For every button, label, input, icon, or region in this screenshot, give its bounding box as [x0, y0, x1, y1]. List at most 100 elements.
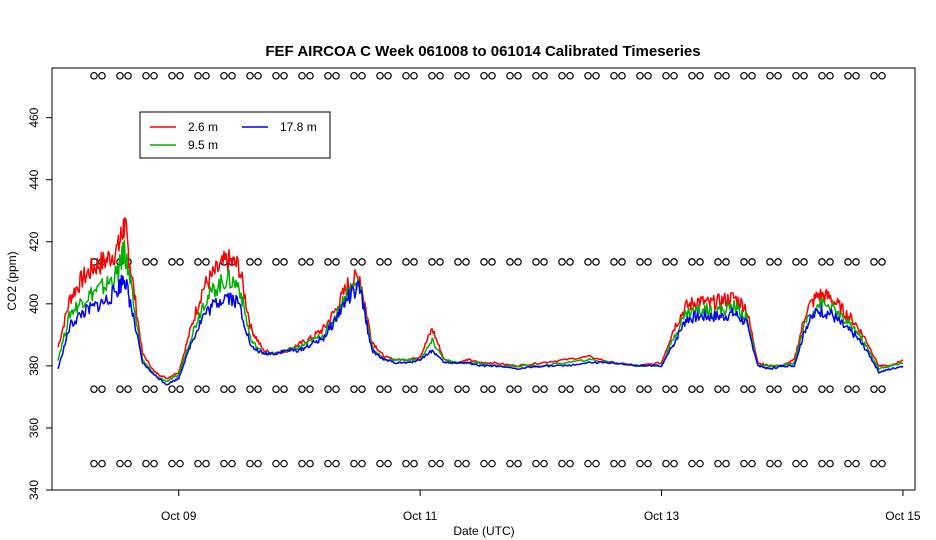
calibration-marker	[844, 258, 852, 266]
calibration-marker	[462, 71, 470, 80]
calibration-marker	[618, 258, 626, 266]
calibration-marker	[254, 258, 262, 266]
y-tick-label: 380	[27, 356, 41, 376]
calibration-marker	[306, 71, 314, 80]
calibration-markers	[90, 71, 886, 468]
calibration-marker	[636, 71, 644, 80]
calibration-marker	[722, 459, 730, 468]
calibration-marker	[124, 459, 132, 468]
calibration-marker	[878, 71, 886, 80]
calibration-marker	[410, 258, 418, 266]
calibration-marker	[98, 71, 106, 80]
calibration-marker	[202, 258, 210, 266]
calibration-marker	[332, 258, 340, 266]
calibration-marker	[584, 385, 592, 393]
calibration-marker	[740, 71, 748, 80]
calibration-marker	[150, 258, 158, 266]
y-tick-label: 340	[27, 480, 41, 500]
calibration-marker	[670, 71, 678, 80]
calibration-marker	[168, 459, 176, 468]
calibration-marker	[332, 459, 340, 468]
calibration-marker	[358, 71, 366, 80]
calibration-marker	[462, 258, 470, 266]
calibration-marker	[870, 385, 878, 393]
calibration-marker	[670, 385, 678, 393]
calibration-marker	[740, 385, 748, 393]
calibration-marker	[852, 459, 860, 468]
calibration-marker	[636, 385, 644, 393]
calibration-marker	[748, 71, 756, 80]
y-axis-label: CO2 (ppm)	[5, 251, 19, 310]
calibration-marker	[298, 385, 306, 393]
calibration-marker	[558, 71, 566, 80]
calibration-marker	[402, 385, 410, 393]
calibration-marker	[618, 459, 626, 468]
calibration-marker	[332, 385, 340, 393]
calibration-marker	[662, 459, 670, 468]
calibration-marker	[852, 385, 860, 393]
calibration-marker	[566, 385, 574, 393]
calibration-marker	[696, 71, 704, 80]
calibration-marker	[280, 71, 288, 80]
calibration-marker	[228, 459, 236, 468]
calibration-marker	[202, 71, 210, 80]
calibration-marker	[168, 258, 176, 266]
calibration-marker	[480, 258, 488, 266]
calibration-marker	[254, 385, 262, 393]
calibration-marker	[696, 459, 704, 468]
calibration-marker	[176, 385, 184, 393]
calibration-marker	[800, 385, 808, 393]
series-line-2-6-m	[57, 217, 904, 380]
calibration-marker	[220, 71, 228, 80]
calibration-marker	[844, 71, 852, 80]
calibration-marker	[428, 258, 436, 266]
calibration-marker	[272, 258, 280, 266]
calibration-marker	[280, 385, 288, 393]
calibration-marker	[228, 385, 236, 393]
calibration-marker	[506, 459, 514, 468]
calibration-marker	[376, 385, 384, 393]
x-tick-label: Oct 13	[644, 509, 680, 523]
legend-label: 2.6 m	[188, 120, 218, 134]
calibration-marker	[532, 71, 540, 80]
calibration-marker	[124, 71, 132, 80]
calibration-marker	[488, 258, 496, 266]
calibration-marker	[636, 459, 644, 468]
calibration-marker	[324, 385, 332, 393]
calibration-marker	[558, 459, 566, 468]
y-tick-label: 440	[27, 169, 41, 189]
calibration-marker	[98, 385, 106, 393]
calibration-marker	[592, 71, 600, 80]
calibration-marker	[454, 258, 462, 266]
calibration-marker	[540, 459, 548, 468]
calibration-marker	[774, 385, 782, 393]
calibration-marker	[298, 459, 306, 468]
calibration-marker	[436, 258, 444, 266]
calibration-marker	[254, 459, 262, 468]
calibration-marker	[350, 385, 358, 393]
x-tick-label: Oct 09	[161, 509, 197, 523]
calibration-marker	[116, 459, 124, 468]
calibration-marker	[584, 459, 592, 468]
calibration-marker	[194, 258, 202, 266]
calibration-marker	[332, 71, 340, 80]
calibration-marker	[792, 258, 800, 266]
x-axis: Oct 09 Oct 11 Oct 13 Oct 15	[161, 490, 921, 523]
calibration-marker	[774, 258, 782, 266]
calibration-marker	[428, 459, 436, 468]
calibration-marker	[610, 385, 618, 393]
calibration-marker	[480, 459, 488, 468]
calibration-marker	[540, 258, 548, 266]
series-lines	[57, 217, 904, 386]
calibration-marker	[766, 385, 774, 393]
calibration-marker	[774, 459, 782, 468]
calibration-marker	[644, 258, 652, 266]
calibration-marker	[532, 385, 540, 393]
calibration-marker	[558, 258, 566, 266]
calibration-marker	[870, 71, 878, 80]
calibration-marker	[142, 258, 150, 266]
calibration-marker	[98, 459, 106, 468]
calibration-marker	[688, 71, 696, 80]
calibration-marker	[350, 258, 358, 266]
calibration-marker	[714, 71, 722, 80]
